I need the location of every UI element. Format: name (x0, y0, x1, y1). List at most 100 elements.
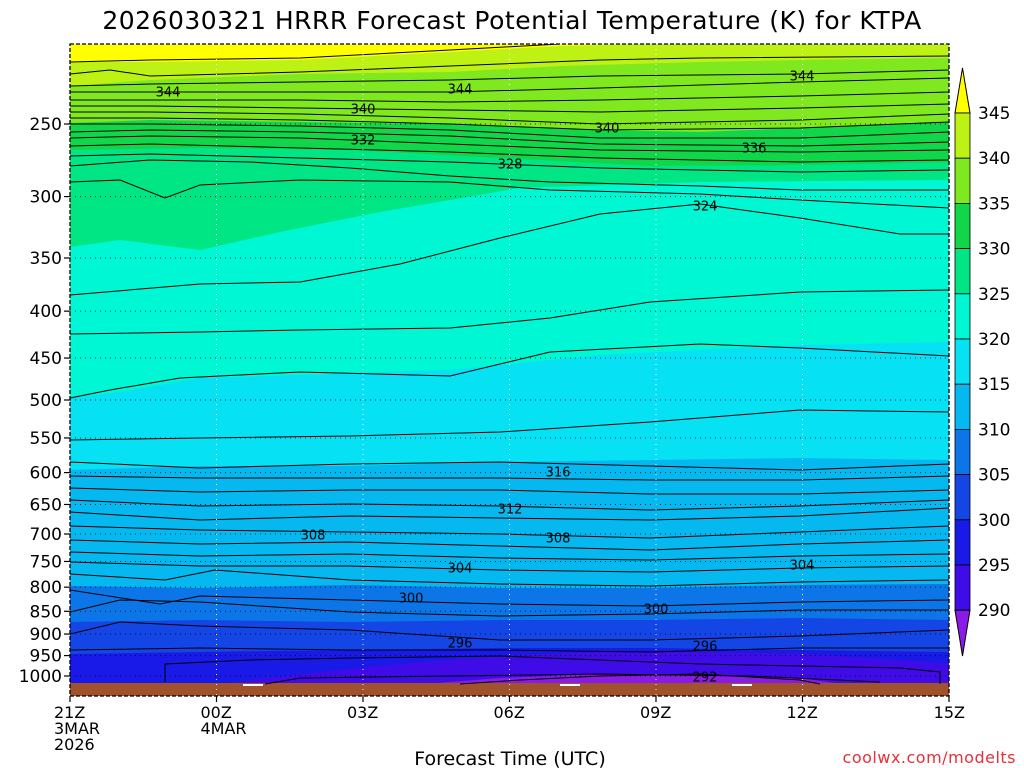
y-tick-label: 600 (30, 464, 62, 484)
y-tick-label: 250 (30, 115, 62, 135)
contour-label: 292 (693, 671, 718, 686)
x-tick-label: 15Z (934, 703, 965, 722)
contour-line (70, 551, 949, 561)
colorbar-label: 330 (978, 240, 1010, 260)
contour-label: 336 (742, 142, 767, 157)
colorbar-swatch (954, 474, 971, 521)
contour-line (459, 673, 821, 685)
contour-label: 308 (546, 532, 571, 547)
contour-line (70, 69, 949, 87)
contour-label: 304 (790, 559, 815, 574)
colorbar-swatch (954, 202, 971, 249)
contour-line (70, 91, 949, 103)
contour-line (70, 487, 949, 495)
x-tick-label: 12Z (787, 703, 818, 722)
contour-line (70, 461, 949, 471)
contour-label: 344 (156, 86, 181, 101)
colorbar-swatch (954, 428, 971, 475)
contour-line (70, 475, 949, 481)
colorbar-swatch (954, 338, 971, 385)
colorbar-label: 300 (978, 511, 1010, 531)
contour-line (70, 569, 949, 587)
contour-line (70, 159, 949, 191)
x-axis-label: Forecast Time (UTC) (414, 748, 605, 768)
colorbar-label: 320 (978, 330, 1010, 350)
x-tick-label: 21Z (54, 703, 85, 722)
y-tick-label: 750 (30, 552, 62, 572)
contour-line (70, 77, 949, 93)
chart-title: 2026030321 HRRR Forecast Potential Tempe… (102, 6, 921, 35)
colorbar-swatch (954, 293, 971, 340)
colorbar-label: 310 (978, 420, 1010, 440)
y-tick-label: 850 (30, 602, 62, 622)
contour-label: 340 (595, 122, 620, 137)
credit-text: coolwx.com/modelts (843, 748, 1016, 767)
colorbar-label: 295 (978, 556, 1010, 576)
contour-label: 328 (498, 158, 523, 173)
contour-line (70, 289, 949, 335)
y-tick-label: 550 (30, 429, 62, 449)
colorbar-swatch (954, 383, 971, 430)
contour-label: 304 (448, 562, 473, 577)
x-tick-label: 09Z (640, 703, 671, 722)
contour-label: 316 (546, 466, 571, 481)
contour-line (164, 655, 941, 684)
contour-line (70, 111, 949, 125)
contour-line (70, 203, 949, 296)
contour-line (70, 44, 561, 63)
ground-marker (560, 684, 580, 686)
contour-label: 344 (448, 83, 473, 98)
y-tick-label: 800 (30, 578, 62, 598)
y-tick-label: 350 (30, 249, 62, 269)
contour-line (70, 143, 949, 163)
y-tick-label: 650 (30, 495, 62, 515)
ground-marker (243, 684, 263, 686)
colorbar-label: 345 (978, 104, 1010, 124)
contour-line (70, 129, 949, 147)
y-tick-label: 450 (30, 349, 62, 369)
colorbar-label: 290 (978, 601, 1010, 621)
y-tick-label: 700 (30, 525, 62, 545)
contour-line (70, 589, 949, 607)
contour-line (70, 647, 949, 653)
colorbar-swatch (954, 248, 971, 295)
contour-line (264, 673, 881, 685)
x-tick-label: 06Z (494, 703, 525, 722)
colorbar-top-arrow (954, 67, 971, 114)
colorbar-label: 305 (978, 466, 1010, 486)
y-tick-label: 300 (30, 188, 62, 208)
contour-label: 312 (498, 503, 523, 518)
contour-line (70, 539, 949, 551)
ground-marker (732, 684, 752, 686)
contour-line (70, 599, 949, 617)
contour-label: 332 (351, 134, 376, 149)
contour-line (70, 499, 949, 511)
x-tick-label: 3MAR (54, 719, 100, 738)
colorbar-swatch (954, 564, 971, 611)
colorbar-label: 335 (978, 194, 1010, 214)
x-tick-label: 4MAR (201, 719, 247, 738)
contour-line (70, 343, 949, 399)
contour-line (70, 103, 949, 113)
contour-label: 308 (301, 529, 326, 544)
contour-line (70, 55, 949, 77)
contour-line (70, 153, 949, 173)
contour-label: 300 (644, 603, 669, 618)
contour-label: 344 (790, 70, 815, 85)
contour-line (70, 135, 949, 153)
colorbar-label: 315 (978, 375, 1010, 395)
contour-label: 296 (693, 640, 718, 655)
x-tick-label: 03Z (347, 703, 378, 722)
y-tick-label: 950 (30, 647, 62, 667)
contour-label: 340 (351, 103, 376, 118)
x-tick-label: 2026 (54, 735, 95, 754)
y-tick-label: 400 (30, 302, 62, 322)
contour-label: 324 (693, 200, 718, 215)
contour-line (70, 507, 949, 521)
x-tick-label: 00Z (201, 703, 232, 722)
colorbar-swatch (954, 157, 971, 204)
contour-line (70, 561, 949, 573)
colorbar-swatch (954, 519, 971, 566)
colorbar-bottom-arrow (954, 609, 971, 657)
